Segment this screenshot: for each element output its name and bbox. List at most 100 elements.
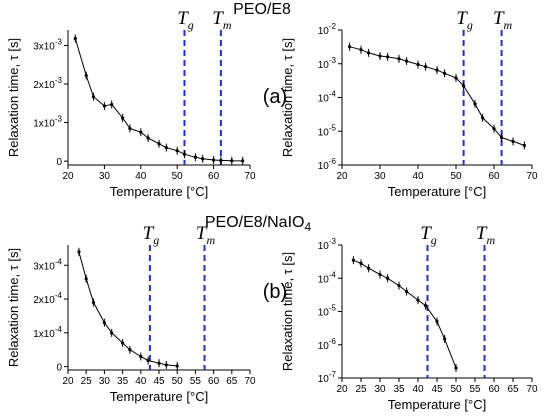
row-title-top: PEO/E8	[233, 1, 291, 18]
data-point	[522, 141, 527, 150]
data-point	[175, 361, 179, 370]
point-marker	[77, 250, 81, 254]
data-point	[359, 259, 363, 268]
point-marker	[73, 36, 77, 41]
x-tick-label: 40	[412, 384, 424, 395]
point-marker	[157, 361, 161, 365]
x-tick-label: 55	[469, 384, 481, 395]
data-point	[146, 356, 150, 365]
point-marker	[139, 354, 143, 359]
data-point	[424, 62, 428, 71]
marker-label-g: Tg	[177, 8, 194, 32]
point-marker	[219, 158, 223, 162]
data-point	[416, 60, 420, 69]
x-tick-label: 55	[190, 376, 202, 387]
x-tick-label: 20	[62, 171, 74, 182]
point-marker	[146, 358, 150, 363]
y-tick-label: 1x10-3	[33, 115, 62, 130]
point-marker	[91, 95, 96, 99]
data-point	[435, 66, 439, 75]
x-tick-label: 60	[208, 376, 220, 387]
point-marker	[241, 159, 245, 163]
data-point	[492, 124, 496, 133]
x-tick-label: 30	[99, 376, 111, 387]
point-marker	[121, 116, 125, 120]
x-tick-label: 20	[62, 376, 74, 387]
panel-tag-b: (b)	[263, 281, 287, 303]
point-marker	[102, 104, 106, 108]
point-marker	[435, 319, 439, 324]
x-tick-label: 50	[172, 171, 184, 182]
y-tick-label: 10-7	[318, 370, 337, 385]
marker-label-m: Tm	[196, 223, 216, 247]
row-title-bottom-main: PEO/E8/NaIO	[205, 214, 305, 231]
marker-label-g: Tg	[143, 223, 160, 247]
data-point	[164, 360, 168, 369]
data-point	[157, 359, 161, 368]
data-point	[102, 318, 106, 327]
y-tick-label: 10-2	[318, 22, 337, 37]
point-marker	[367, 266, 371, 270]
data-point	[91, 92, 96, 101]
data-point	[473, 99, 477, 108]
data-point	[378, 51, 382, 60]
marker-label-m: Tm	[212, 8, 232, 32]
row-title-bottom: PEO/E8/NaIO4	[205, 214, 312, 234]
x-tick-label: 50	[172, 376, 184, 387]
point-marker	[378, 54, 382, 58]
chart-panel-3: 20 25 30 35 40 45 50 55 60 65 70 0 1x10-4 2x10-4 3x10-…	[6, 223, 256, 404]
point-marker	[348, 45, 352, 49]
x-tick-label: 65	[507, 384, 519, 395]
chart-panel-2: 20 30 40 50 60 70 10-6 10-5 10-4 10-3 10-2 Temperat…	[280, 8, 538, 199]
point-marker	[454, 76, 458, 80]
y-axis-label: Relaxation time, τ [s]	[6, 38, 21, 157]
data-point	[397, 54, 401, 63]
point-marker	[182, 152, 187, 156]
x-tick-label: 45	[153, 376, 165, 387]
x-axis-label: Temperature [°C]	[110, 184, 208, 199]
point-marker	[110, 331, 114, 335]
y-tick-label: 10-4	[318, 90, 337, 105]
data-point	[110, 328, 114, 337]
data-point	[454, 73, 458, 82]
x-tick-label: 20	[336, 171, 348, 182]
chart-panel-4: 20 25 30 35 40 45 50 55 60 65 70 10-7 10-6 10-5 10-4 10…	[280, 223, 538, 412]
data-point	[73, 34, 77, 43]
point-marker	[386, 276, 390, 280]
point-marker	[378, 272, 382, 277]
point-marker	[367, 51, 371, 55]
x-tick-label: 25	[81, 376, 93, 387]
point-marker	[443, 337, 447, 341]
data-point	[91, 298, 96, 307]
point-marker	[128, 348, 132, 352]
marker-label-g: Tg	[420, 223, 437, 247]
data-point	[84, 274, 88, 283]
data-point	[128, 345, 132, 354]
data-point	[201, 154, 205, 163]
data-point	[500, 133, 504, 142]
y-tick-label: 10-5	[318, 304, 337, 319]
point-marker	[454, 366, 458, 370]
data-point	[182, 150, 187, 159]
point-marker	[359, 48, 363, 52]
data-point	[77, 247, 81, 256]
point-marker	[481, 116, 485, 120]
point-marker	[386, 55, 390, 59]
data-point	[121, 338, 125, 347]
point-marker	[359, 261, 363, 265]
data-point	[378, 270, 382, 279]
data-point	[443, 334, 447, 343]
point-marker	[511, 139, 515, 144]
x-axis-label: Temperature [°C]	[388, 184, 486, 199]
point-marker	[351, 258, 355, 262]
data-point	[424, 301, 428, 310]
y-axis-label: Relaxation time, τ [s]	[280, 252, 295, 371]
point-marker	[102, 321, 106, 325]
data-point	[397, 281, 401, 290]
x-tick-label: 30	[374, 171, 386, 182]
y-tick-label: 10-3	[318, 56, 337, 71]
series-line	[353, 259, 457, 369]
y-tick-label: 2x10-4	[33, 291, 62, 306]
x-tick-label: 60	[488, 171, 500, 182]
y-tick-label: 10-4	[318, 270, 337, 285]
